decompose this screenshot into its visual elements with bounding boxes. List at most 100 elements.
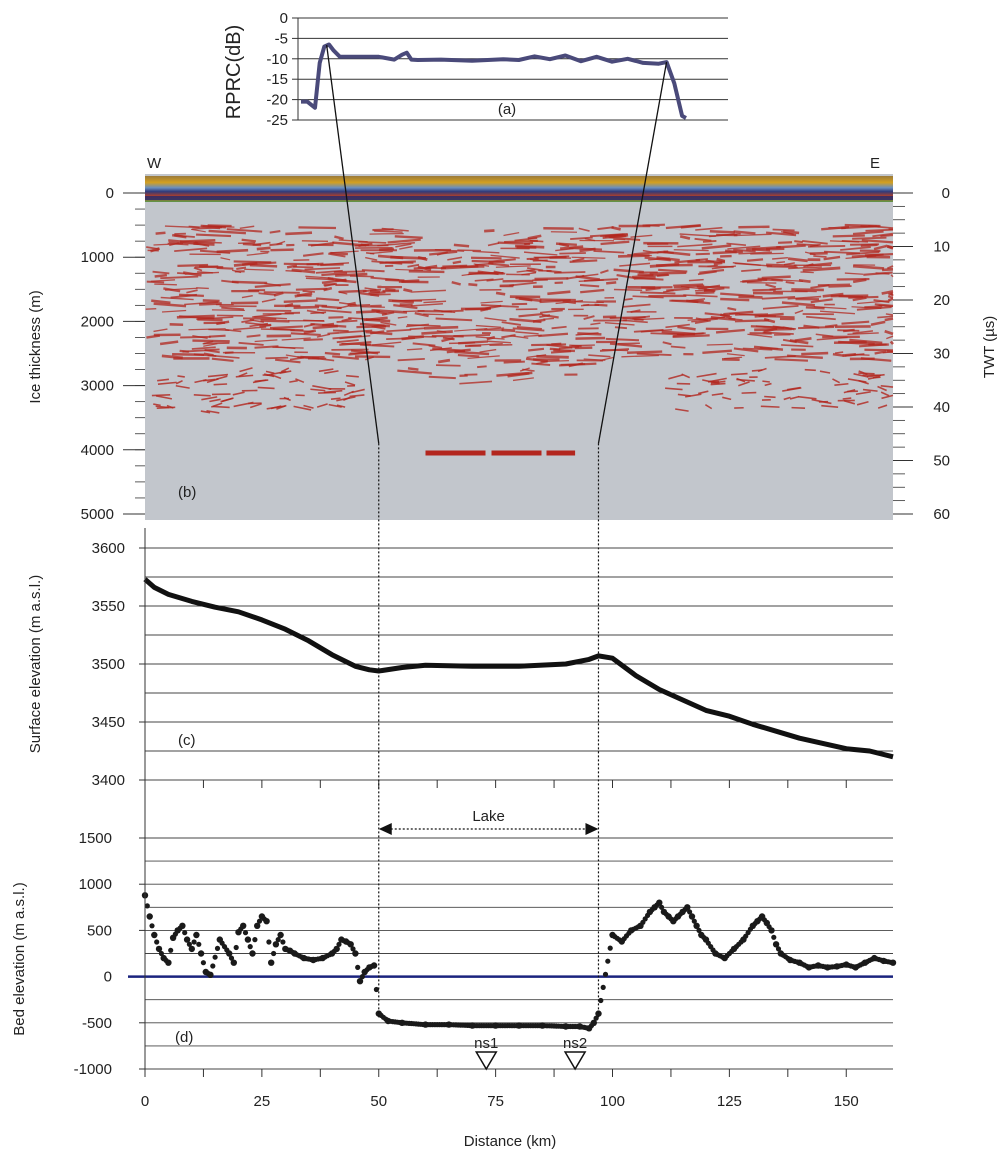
radar-reflection [528,347,545,352]
radar-reflection [622,317,644,321]
radar-reflection [808,245,846,248]
radar-reflection [467,355,500,359]
radar-reflection [393,304,418,310]
basal-reflection [203,378,216,382]
radar-reflection [772,256,788,260]
radar-reflection [334,235,344,240]
radar-reflection [435,317,473,322]
radar-reflection [733,347,759,353]
radar-reflection [269,230,281,234]
lake-label: Lake [472,808,505,825]
radar-reflection [336,319,358,323]
radar-reflection [570,236,593,241]
basal-reflection [206,378,219,384]
radar-reflection [359,322,390,328]
radar-reflection [709,229,735,234]
radar-reflection [377,254,404,260]
radar-reflection [841,225,877,230]
radar-reflection [887,297,894,302]
basal-reflection [872,376,881,379]
radar-reflection [887,295,894,299]
radar-reflection [386,337,415,340]
surface-elevation-line [143,577,894,760]
radar-reflection [486,335,496,341]
radar-reflection [291,268,316,274]
radar-reflection [399,245,413,250]
radar-reflection [738,295,763,299]
radar-reflection [885,313,894,316]
radar-reflection [834,351,844,355]
bed-elevation-point [673,916,679,922]
radar-reflection [387,238,421,244]
radar-reflection [801,351,829,356]
radar-reflection [316,297,340,302]
radar-reflection [243,317,277,320]
radar-reflection [539,299,571,304]
radar-reflection [804,251,816,256]
ice-thickness-tick-label: 5000 [81,506,114,523]
basal-reflection [289,379,298,383]
radar-reflection [153,328,168,333]
radar-reflection [723,310,754,316]
radar-reflection [670,345,686,349]
radar-reflection [310,311,327,315]
bed-elevation-point [616,937,623,943]
radar-reflection [471,259,505,264]
distance-tick-label: 75 [487,1093,504,1110]
radar-reflection [841,320,870,325]
radar-reflection [283,299,318,304]
twt-tick-label: 60 [933,506,950,523]
radar-reflection [726,242,747,247]
radar-reflection [336,339,359,344]
radar-reflection [178,293,204,297]
basal-reflection [323,389,343,394]
radar-reflection [832,353,844,357]
basal-reflection [866,373,885,378]
radar-reflection [762,331,794,335]
radar-reflection [874,350,887,355]
radar-reflection [580,288,605,294]
radar-reflection [605,337,640,342]
bed-elevation-point [336,941,342,947]
bed-elevation-point [188,945,195,953]
panel-connector-lines [326,44,668,1019]
basal-reflection [330,397,341,400]
bed-elevation-point [803,963,810,969]
bed-elevation-point [146,913,153,920]
radar-reflection [160,275,199,280]
bed-elevation-point [537,1023,543,1029]
radar-reflection [377,242,415,247]
radar-reflection [575,275,600,281]
radar-reflection [613,288,643,292]
radar-reflection [558,242,570,248]
basal-reflection [328,403,342,408]
rprc-tick-label: -5 [275,30,288,47]
radar-reflection [380,321,397,326]
radar-reflection [619,262,651,267]
radar-reflection [633,329,664,333]
radar-reflection [633,276,656,280]
basal-reflection [821,404,839,408]
radar-reflection [263,291,300,294]
radar-reflection [861,238,894,244]
radar-reflection [408,335,437,338]
radar-reflection [395,243,412,248]
ice-thickness-tick-label: 4000 [81,442,114,459]
radar-reflection [484,327,505,330]
radar-reflection [161,309,187,313]
radar-reflection [708,232,741,238]
twt-ticks: 0 10 20 30 40 50 60 [893,185,950,523]
bed-elevation-point [794,959,800,965]
radar-reflection [417,255,428,262]
radar-reflection [763,317,776,324]
radar-reflection [772,228,795,232]
radar-reflection [303,338,323,342]
radar-reflection [361,269,385,273]
bed-elevation-point [224,947,230,953]
radar-reflection [328,252,346,258]
bed-elevation-point [191,939,197,945]
radar-reflection [547,290,571,296]
bed-elevation-point [210,963,216,969]
radar-reflection [414,311,429,318]
radar-reflection [534,277,569,281]
